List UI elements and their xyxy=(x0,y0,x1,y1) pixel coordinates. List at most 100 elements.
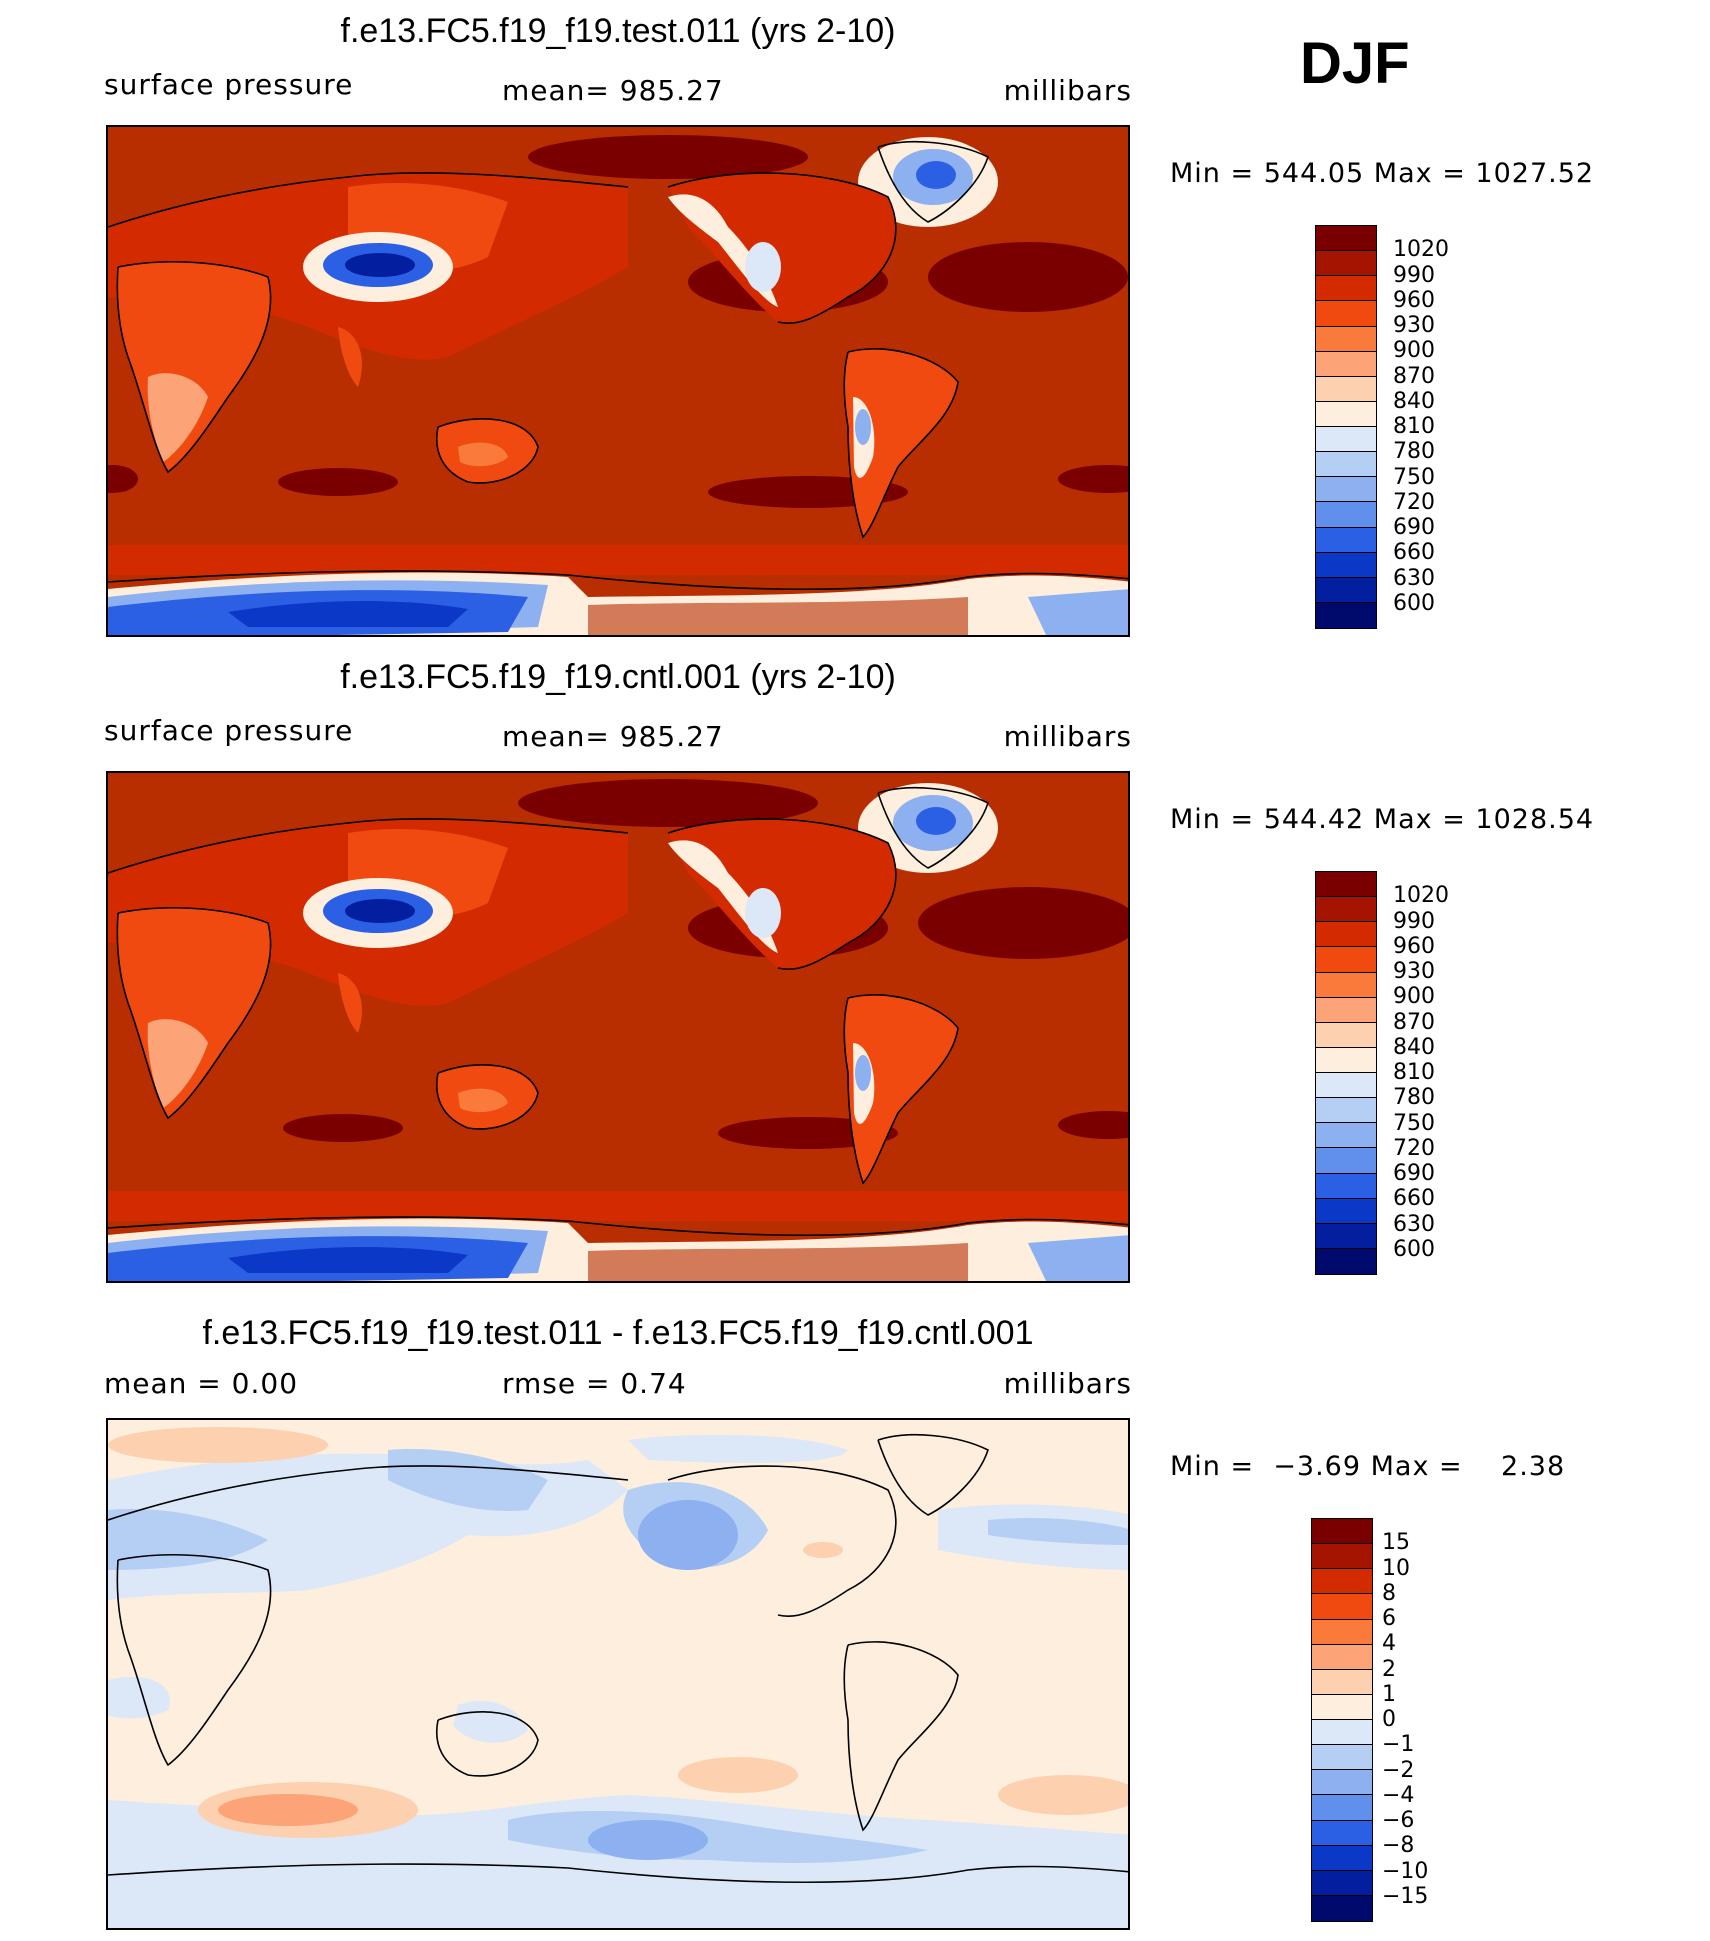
colorbar-swatch xyxy=(1312,1795,1372,1821)
colorbar-swatch xyxy=(1316,351,1376,377)
panel-3-map xyxy=(106,1418,1130,1930)
panel-2-title: f.e13.FC5.f19_f19.cntl.001 (yrs 2-10) xyxy=(340,658,896,696)
colorbar-swatch xyxy=(1316,1022,1376,1048)
panel-2-min-label: Min xyxy=(1170,804,1221,835)
panel-3-rmse-label: rmse = 0.74 xyxy=(502,1367,687,1400)
colorbar-swatch xyxy=(1312,1820,1372,1846)
colorbar-tick-label: 690 xyxy=(1393,1161,1435,1186)
colorbar-tick-label: 6 xyxy=(1382,1606,1396,1631)
colorbar-swatch xyxy=(1316,872,1376,898)
colorbar-swatch xyxy=(1312,1770,1372,1796)
colorbar-tick-label: 780 xyxy=(1393,1085,1435,1111)
colorbar-swatch xyxy=(1316,276,1376,302)
colorbar-tick-label: 930 xyxy=(1393,313,1435,338)
colorbar-swatch xyxy=(1312,1895,1372,1921)
colorbar-tick-label: −1 xyxy=(1382,1732,1415,1758)
panel-3-max-value: 2.38 xyxy=(1501,1451,1566,1482)
colorbar-tick-label: −10 xyxy=(1382,1858,1429,1884)
panel-2-max-value: 1028.54 xyxy=(1475,804,1595,835)
colorbar-swatch xyxy=(1316,326,1376,352)
colorbar-swatch xyxy=(1316,1123,1376,1149)
colorbar-swatch xyxy=(1316,1098,1376,1124)
colorbar-swatch xyxy=(1316,226,1376,252)
colorbar-tick-label: −8 xyxy=(1382,1833,1415,1859)
colorbar-tick-label: 990 xyxy=(1393,908,1435,934)
colorbar-swatch xyxy=(1316,922,1376,948)
colorbar-swatch xyxy=(1316,1173,1376,1199)
panel-2-minmax: Min = 544.42 Max = 1028.54 xyxy=(1170,804,1595,835)
panel-2-mean-label: mean= 985.27 xyxy=(502,720,724,753)
colorbar-tick-label: 990 xyxy=(1393,262,1435,288)
colorbar-tick-label: 840 xyxy=(1393,1034,1435,1060)
colorbar-swatch xyxy=(1316,1047,1376,1073)
colorbar-tick-label: 1020 xyxy=(1393,883,1449,909)
colorbar-swatch xyxy=(1312,1594,1372,1620)
panel-3-max-label: Max xyxy=(1370,1451,1430,1482)
panel-2-max-label: Max xyxy=(1373,804,1433,835)
colorbar-swatch xyxy=(1316,301,1376,327)
panel-1-units-label: millibars xyxy=(1003,74,1132,107)
colorbar-tick-label: 960 xyxy=(1393,287,1435,313)
colorbar-tick-label: 2 xyxy=(1382,1656,1396,1682)
panel-1-map-svg xyxy=(108,127,1128,635)
colorbar-tick-label: 750 xyxy=(1393,464,1435,490)
colorbar-swatch xyxy=(1316,477,1376,503)
colorbar-tick-label: 630 xyxy=(1393,565,1435,591)
panel-3-title: f.e13.FC5.f19_f19.test.011 - f.e13.FC5.f… xyxy=(202,1314,1034,1352)
colorbar-swatch xyxy=(1316,577,1376,603)
panel-2-map xyxy=(106,771,1130,1283)
colorbar-tick-label: 4 xyxy=(1382,1631,1396,1657)
colorbar-swatch xyxy=(1316,897,1376,923)
colorbar-swatch xyxy=(1312,1519,1372,1545)
colorbar-tick-label: 960 xyxy=(1393,933,1435,959)
colorbar-tick-label: −4 xyxy=(1382,1782,1415,1808)
colorbar-swatch xyxy=(1316,602,1376,628)
panel-3-min-label: Min xyxy=(1170,1451,1221,1482)
colorbar-swatch xyxy=(1312,1720,1372,1746)
panel-1-variable-label: surface pressure xyxy=(104,68,354,101)
panel-1-min-label: Min xyxy=(1170,158,1221,189)
colorbar-swatch xyxy=(1312,1544,1372,1570)
colorbar-tick-label: 660 xyxy=(1393,540,1435,566)
panel-2-variable-label: surface pressure xyxy=(104,714,354,747)
panel-3-map-svg xyxy=(108,1420,1128,1928)
colorbar-tick-label: 900 xyxy=(1393,984,1435,1010)
colorbar-swatch xyxy=(1316,527,1376,553)
colorbar-swatch xyxy=(1316,502,1376,528)
colorbar-tick-label: 780 xyxy=(1393,439,1435,465)
colorbar-swatch xyxy=(1316,947,1376,973)
panel-3-minmax: Min = −3.69 Max = 2.38 xyxy=(1170,1451,1566,1482)
colorbar-tick-label: 8 xyxy=(1382,1580,1396,1606)
colorbar-tick-label: 810 xyxy=(1393,1060,1435,1085)
colorbar-swatch xyxy=(1312,1845,1372,1871)
colorbar-swatch xyxy=(1312,1644,1372,1670)
colorbar-tick-label: 690 xyxy=(1393,515,1435,540)
colorbar-swatch xyxy=(1316,972,1376,998)
colorbar-tick-label: 810 xyxy=(1393,414,1435,439)
colorbar-swatch xyxy=(1316,1198,1376,1224)
colorbar-swatch xyxy=(1316,401,1376,427)
colorbar-tick-label: 0 xyxy=(1382,1707,1396,1732)
colorbar-swatch xyxy=(1312,1870,1372,1896)
colorbar-tick-label: 930 xyxy=(1393,959,1435,984)
panel-3-colorbar xyxy=(1311,1518,1373,1922)
colorbar-tick-label: 1020 xyxy=(1393,237,1449,263)
colorbar-tick-label: 630 xyxy=(1393,1211,1435,1237)
panel-1-minmax: Min = 544.05 Max = 1027.52 xyxy=(1170,158,1595,189)
colorbar-swatch xyxy=(1316,1248,1376,1274)
panel-1-mean-label: mean= 985.27 xyxy=(502,74,724,107)
colorbar-swatch xyxy=(1312,1669,1372,1695)
colorbar-tick-label: −15 xyxy=(1382,1883,1429,1909)
colorbar-swatch xyxy=(1316,1148,1376,1174)
colorbar-tick-label: 600 xyxy=(1393,590,1435,616)
colorbar-swatch xyxy=(1316,427,1376,453)
colorbar-swatch xyxy=(1316,552,1376,578)
panel-2-colorbar xyxy=(1315,871,1377,1275)
panel-3-units-label: millibars xyxy=(1003,1367,1132,1400)
colorbar-tick-label: −2 xyxy=(1382,1757,1415,1783)
colorbar-swatch xyxy=(1316,1073,1376,1099)
panel-1-min-value: 544.05 xyxy=(1263,158,1365,189)
colorbar-swatch xyxy=(1316,376,1376,402)
colorbar-tick-label: 750 xyxy=(1393,1110,1435,1136)
panel-2-map-svg xyxy=(108,773,1128,1281)
